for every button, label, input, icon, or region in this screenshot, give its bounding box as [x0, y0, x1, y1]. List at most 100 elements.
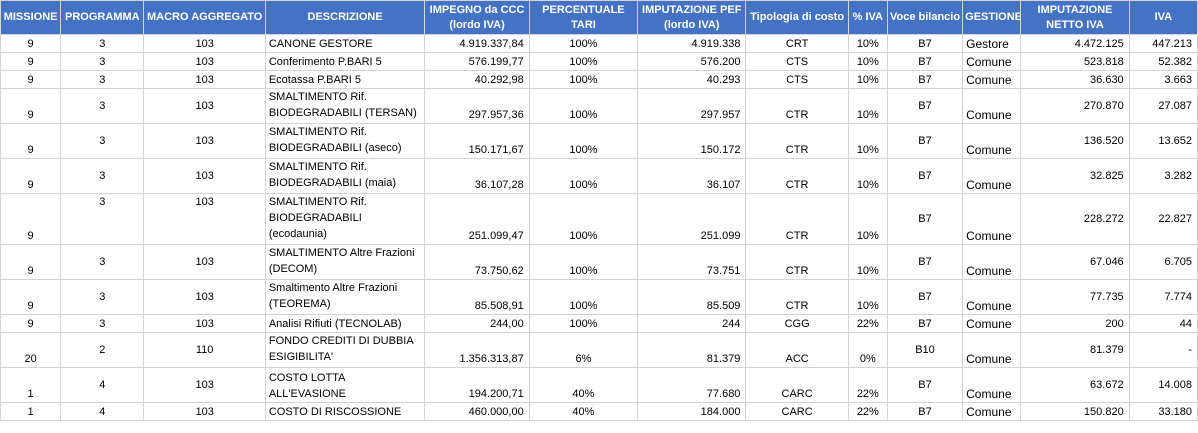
cell-tipologia[interactable]: CTS — [745, 52, 849, 71]
cell-gestione[interactable]: Comune — [962, 123, 1022, 159]
cell-percentuale[interactable]: 100% — [528, 158, 639, 194]
cell-pef[interactable]: 184.000 — [637, 402, 747, 421]
cell-macro[interactable]: 103 — [143, 314, 266, 333]
cell-pef[interactable]: 576.200 — [637, 52, 747, 71]
cell-netto[interactable]: 36.630 — [1020, 70, 1130, 89]
cell-descrizione[interactable]: Analisi Rifiuti (TECNOLAB) — [264, 314, 426, 333]
cell-pef[interactable]: 85.509 — [637, 279, 747, 315]
cell-missione[interactable]: 9 — [0, 70, 62, 89]
cell-programma[interactable]: 3 — [60, 52, 145, 71]
cell-piva[interactable]: 10% — [847, 123, 888, 159]
cell-descrizione[interactable]: Smaltimento Altre Frazioni (TEOREMA) — [264, 279, 426, 315]
cell-tipologia[interactable]: CRT — [745, 34, 849, 53]
cell-programma[interactable]: 2 — [60, 332, 145, 368]
cell-percentuale[interactable]: 6% — [528, 332, 639, 368]
cell-netto[interactable]: 200 — [1020, 314, 1130, 333]
cell-pef[interactable]: 297.957 — [637, 88, 747, 124]
cell-pef[interactable]: 36.107 — [637, 158, 747, 194]
header-percentuale-tari[interactable]: PERCENTUALE TARI — [528, 0, 639, 35]
cell-descrizione[interactable]: SMALTIMENTO Rif. BIODEGRADABILI (maia) — [264, 158, 426, 194]
header-imputazione-pef[interactable]: IMPUTAZIONE PEF (lordo IVA) — [637, 0, 747, 35]
cell-piva[interactable]: 10% — [847, 70, 888, 89]
cell-iva[interactable]: 3.663 — [1128, 70, 1198, 89]
cell-descrizione[interactable]: SMALTIMENTO Rif. BIODEGRADABILI (ecodaun… — [264, 193, 426, 245]
cell-impegno[interactable]: 36.107,28 — [424, 158, 530, 194]
cell-voce[interactable]: B7 — [886, 158, 964, 194]
cell-macro[interactable]: 103 — [143, 34, 266, 53]
cell-pef[interactable]: 73.751 — [637, 244, 747, 280]
cell-missione[interactable]: 9 — [0, 314, 62, 333]
cell-iva[interactable]: 27.087 — [1128, 88, 1198, 124]
cell-iva[interactable]: 6.705 — [1128, 244, 1198, 280]
cell-voce[interactable]: B7 — [886, 244, 964, 280]
cell-iva[interactable]: 14.008 — [1128, 367, 1198, 403]
cell-voce[interactable]: B7 — [886, 314, 964, 333]
cell-gestione[interactable]: Comune — [962, 52, 1022, 71]
header-tipologia[interactable]: Tipologia di costo — [745, 0, 849, 35]
cell-iva[interactable]: 13.652 — [1128, 123, 1198, 159]
cell-voce[interactable]: B7 — [886, 88, 964, 124]
cell-impegno[interactable]: 576.199,77 — [424, 52, 530, 71]
cell-impegno[interactable]: 85.508,91 — [424, 279, 530, 315]
cell-netto[interactable]: 81.379 — [1020, 332, 1130, 368]
cell-macro[interactable]: 103 — [143, 52, 266, 71]
cell-descrizione[interactable]: CANONE GESTORE — [264, 34, 426, 53]
cell-pef[interactable]: 40.293 — [637, 70, 747, 89]
cell-pef[interactable]: 77.680 — [637, 367, 747, 403]
cell-descrizione[interactable]: FONDO CREDITI DI DUBBIA ESIGIBILITA' — [264, 332, 426, 368]
cell-missione[interactable]: 9 — [0, 244, 62, 280]
header-macro-aggregato[interactable]: MACRO AGGREGATO — [143, 0, 266, 35]
cell-iva[interactable]: 3.282 — [1128, 158, 1198, 194]
cell-gestione[interactable]: Comune — [962, 158, 1022, 194]
cell-voce[interactable]: B10 — [886, 332, 964, 368]
cell-impegno[interactable]: 40.292,98 — [424, 70, 530, 89]
cell-descrizione[interactable]: COSTO DI RISCOSSIONE — [264, 402, 426, 421]
cell-voce[interactable]: B7 — [886, 70, 964, 89]
cell-tipologia[interactable]: CGG — [745, 314, 849, 333]
cell-gestione[interactable]: Comune — [962, 193, 1022, 245]
cell-tipologia[interactable]: CTR — [745, 88, 849, 124]
cell-tipologia[interactable]: CARC — [745, 367, 849, 403]
cell-netto[interactable]: 136.520 — [1020, 123, 1130, 159]
cell-descrizione[interactable]: COSTO LOTTA ALL'EVASIONE — [264, 367, 426, 403]
cell-gestione[interactable]: Comune — [962, 332, 1022, 368]
header-programma[interactable]: PROGRAMMA — [60, 0, 145, 35]
cell-netto[interactable]: 67.046 — [1020, 244, 1130, 280]
cell-tipologia[interactable]: CTR — [745, 244, 849, 280]
header-voce-bilancio[interactable]: Voce bilancio — [886, 0, 964, 35]
cell-impegno[interactable]: 244,00 — [424, 314, 530, 333]
cell-missione[interactable]: 9 — [0, 279, 62, 315]
cell-voce[interactable]: B7 — [886, 52, 964, 71]
cell-tipologia[interactable]: CTR — [745, 123, 849, 159]
cell-impegno[interactable]: 150.171,67 — [424, 123, 530, 159]
cell-missione[interactable]: 9 — [0, 158, 62, 194]
cell-programma[interactable]: 3 — [60, 123, 145, 159]
cell-percentuale[interactable]: 100% — [528, 193, 639, 245]
cell-percentuale[interactable]: 40% — [528, 402, 639, 421]
cell-tipologia[interactable]: CTR — [745, 193, 849, 245]
cell-descrizione[interactable]: SMALTIMENTO Rif. BIODEGRADABILI (TERSAN) — [264, 88, 426, 124]
cell-tipologia[interactable]: CTR — [745, 158, 849, 194]
cell-tipologia[interactable]: ACC — [745, 332, 849, 368]
cell-pef[interactable]: 251.099 — [637, 193, 747, 245]
cell-piva[interactable]: 10% — [847, 88, 888, 124]
cell-percentuale[interactable]: 100% — [528, 88, 639, 124]
cell-voce[interactable]: B7 — [886, 123, 964, 159]
cell-programma[interactable]: 3 — [60, 70, 145, 89]
cell-piva[interactable]: 10% — [847, 158, 888, 194]
cell-voce[interactable]: B7 — [886, 34, 964, 53]
cell-descrizione[interactable]: SMALTIMENTO Rif. BIODEGRADABILI (aseco) — [264, 123, 426, 159]
cell-netto[interactable]: 150.820 — [1020, 402, 1130, 421]
cell-descrizione[interactable]: Conferimento P.BARI 5 — [264, 52, 426, 71]
cell-piva[interactable]: 10% — [847, 279, 888, 315]
cell-percentuale[interactable]: 100% — [528, 34, 639, 53]
cell-gestione[interactable]: Comune — [962, 88, 1022, 124]
cell-gestione[interactable]: Comune — [962, 279, 1022, 315]
cell-iva[interactable]: 447.213 — [1128, 34, 1198, 53]
cell-programma[interactable]: 3 — [60, 88, 145, 124]
cell-impegno[interactable]: 297.957,36 — [424, 88, 530, 124]
cell-iva[interactable]: 44 — [1128, 314, 1198, 333]
cell-missione[interactable]: 9 — [0, 193, 62, 245]
cell-tipologia[interactable]: CARC — [745, 402, 849, 421]
cell-iva[interactable]: 52.382 — [1128, 52, 1198, 71]
